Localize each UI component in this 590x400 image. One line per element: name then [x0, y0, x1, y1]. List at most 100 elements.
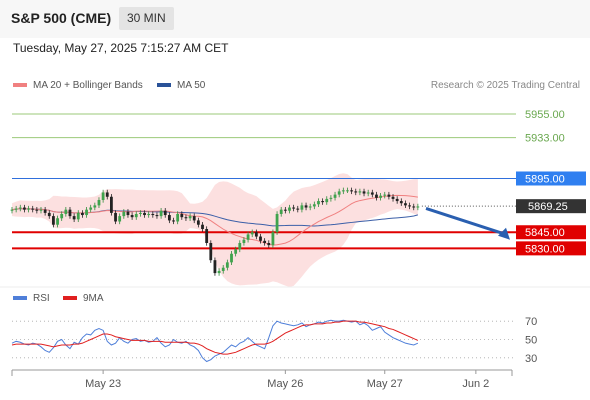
candle-body	[122, 211, 126, 217]
candle-body	[230, 253, 233, 263]
candle-body	[246, 234, 250, 240]
legend-label: 9MA	[83, 293, 104, 304]
candle-body	[263, 240, 267, 243]
candle-body	[259, 236, 262, 241]
candle-body	[85, 209, 88, 216]
candle-body	[167, 215, 171, 221]
candle-body	[341, 190, 345, 192]
instrument-title: S&P 500 (CME)	[11, 10, 112, 26]
candle-body	[43, 209, 47, 213]
candle-body	[362, 191, 366, 194]
candle-body	[354, 191, 358, 193]
candle-body	[10, 209, 14, 211]
candle-body	[250, 232, 254, 235]
candle-body	[109, 196, 113, 213]
candle-body	[64, 209, 68, 214]
legend-swatch	[63, 296, 77, 301]
candle-body	[321, 201, 325, 203]
candle-body	[333, 194, 337, 198]
candle-body	[192, 216, 196, 221]
candle-body	[391, 196, 395, 199]
candle-body	[56, 218, 59, 225]
candle-body	[138, 212, 142, 214]
candle-body	[408, 205, 411, 207]
candle-body	[358, 191, 362, 193]
legend-bollinger: MA 20 + Bollinger Bands	[13, 80, 143, 91]
candle-body	[395, 198, 399, 202]
candle-body	[101, 192, 105, 200]
candle-body	[14, 208, 18, 210]
candle-body	[416, 206, 420, 208]
candle-body	[35, 209, 39, 211]
candle-body	[292, 207, 296, 209]
candle-body	[68, 209, 72, 217]
candle-body	[288, 207, 291, 211]
candle-body	[242, 239, 246, 243]
candle-body	[172, 220, 175, 222]
candle-body	[404, 203, 407, 206]
level-label-box	[516, 171, 586, 186]
x-tick-label: May 26	[267, 378, 303, 390]
candle-body	[279, 209, 283, 214]
timestamp: Tuesday, May 27, 2025 7:15:27 AM CET	[13, 41, 229, 55]
current-price-label: 5869.25	[528, 201, 568, 213]
candle-body	[126, 211, 130, 216]
candle-body	[267, 242, 271, 246]
legend-label: RSI	[33, 293, 50, 304]
candle-body	[312, 204, 316, 207]
candle-body	[180, 213, 184, 218]
candle-body	[201, 224, 204, 230]
candle-body	[221, 267, 225, 271]
candle-body	[296, 208, 300, 210]
legend-swatch	[157, 83, 171, 88]
candle-body	[375, 194, 378, 198]
projection-arrowhead	[498, 227, 510, 240]
candle-body	[283, 209, 287, 211]
legend-label: MA 50	[177, 80, 206, 91]
candle-body	[27, 208, 30, 210]
candle-body	[72, 216, 76, 220]
candle-body	[379, 195, 383, 198]
projection-arrow	[425, 207, 505, 236]
candle-body	[275, 213, 279, 233]
candle-body	[39, 209, 43, 211]
candle-body	[304, 205, 308, 208]
candle-body	[23, 207, 26, 210]
rsi-tick-label: 50	[525, 335, 537, 347]
candle-body	[350, 190, 354, 192]
candle-body	[163, 210, 167, 216]
ma20-line	[11, 194, 418, 246]
legend-ma50: MA 50	[157, 80, 205, 91]
candle-body	[366, 192, 370, 194]
candle-body	[76, 212, 80, 220]
candle-body	[254, 232, 258, 237]
candle-body	[93, 205, 97, 208]
candle-body	[47, 212, 51, 217]
timeframe-button[interactable]: 30 MIN	[119, 7, 174, 30]
bollinger-band	[12, 173, 418, 287]
candle-body	[370, 192, 374, 195]
candle-body	[346, 190, 349, 192]
candle-body	[130, 215, 134, 218]
candle-body	[159, 210, 163, 217]
candle-body	[97, 199, 101, 206]
candle-body	[399, 201, 403, 204]
candle-body	[209, 242, 213, 261]
candle-body	[118, 216, 122, 222]
level-label: 5933.00	[525, 133, 565, 145]
level-label: 5955.00	[525, 109, 565, 121]
legend-9ma: 9MA	[63, 293, 104, 304]
candle-body	[412, 206, 416, 208]
candle-body	[114, 212, 117, 222]
candle-body	[225, 262, 229, 268]
candle-body	[143, 212, 146, 216]
candle-body	[105, 192, 109, 197]
level-label: 5895.00	[525, 173, 565, 185]
candle-body	[196, 220, 200, 225]
chart-header: S&P 500 (CME) 30 MIN	[0, 0, 590, 38]
current-price-box	[516, 199, 586, 214]
candle-body	[383, 194, 387, 196]
candle-body	[213, 260, 217, 274]
candle-body	[308, 206, 312, 208]
